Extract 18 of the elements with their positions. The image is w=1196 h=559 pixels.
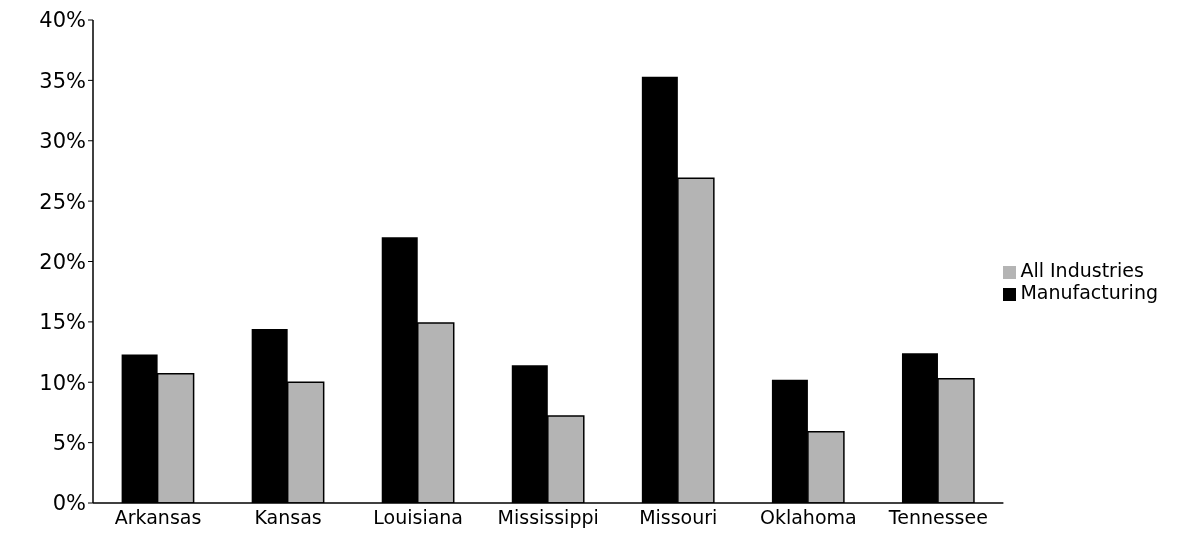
y-tick-label: 15% [39,310,86,335]
y-tick-label: 5% [52,431,86,456]
y-tick-label: 35% [39,68,86,93]
y-tick-label: 40% [39,8,86,33]
x-tick-label: Missouri [639,506,718,529]
x-tick-label: Oklahoma [759,506,857,529]
y-tick-label: 10% [39,370,86,395]
y-tick-label: 30% [39,129,86,154]
y-tick-label: 20% [39,249,86,274]
y-tick-label: 25% [39,189,86,214]
x-tick-label: Tennessee [887,506,988,529]
x-tick-label: Louisiana [373,506,463,529]
x-tick-label: Mississippi [497,506,599,529]
x-tick-label: Kansas [254,506,322,529]
y-tick-label: 0% [52,491,86,516]
x-tick-label: Arkansas [114,506,202,529]
legend-label: Manufacturing [1020,280,1158,303]
legend-label: All Industries [1020,258,1144,281]
